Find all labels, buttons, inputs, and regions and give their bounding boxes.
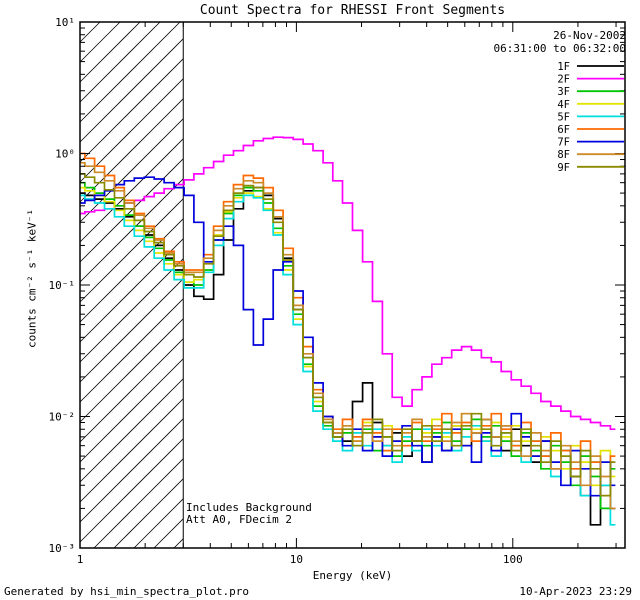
y-axis-label: counts cm⁻² s⁻¹ keV⁻¹ <box>25 208 39 349</box>
hatch-line <box>79 21 141 83</box>
hatch-line <box>173 538 184 549</box>
hatch-line <box>79 378 184 483</box>
legend-label-8F: 8F <box>557 149 570 161</box>
hatch-line <box>153 518 184 549</box>
footer-timestamp: 10-Apr-2023 23:29 <box>519 585 632 598</box>
y-tick-label: 10¹ <box>55 16 75 29</box>
hatch-line <box>79 198 184 303</box>
hatch-line <box>79 278 184 383</box>
y-tick-label: 10⁰ <box>55 148 75 161</box>
legend-label-5F: 5F <box>557 111 570 123</box>
legend-label-6F: 6F <box>557 124 570 136</box>
observation-time-range: 06:31:00 to 06:32:00 <box>493 42 626 55</box>
series-line-9F <box>80 173 616 497</box>
attenuator-note: Att A0, FDecim 2 <box>186 513 292 526</box>
hatch-line <box>79 38 184 143</box>
hatch-line <box>113 478 184 549</box>
hatch-line <box>79 78 184 183</box>
y-tick-label: 10⁻³ <box>49 542 76 555</box>
legend-label-7F: 7F <box>557 137 570 149</box>
legend-label-3F: 3F <box>557 86 570 98</box>
legend-label-9F: 9F <box>557 162 570 174</box>
y-tick-label: 10⁻² <box>49 411 76 424</box>
hatch-line <box>79 118 184 223</box>
footer-generator-text: Generated by hsi_min_spectra_plot.pro <box>4 585 250 598</box>
x-tick-label: 10 <box>290 553 303 566</box>
x-axis-label: Energy (keV) <box>313 569 392 582</box>
hatch-line <box>79 21 101 43</box>
hatch-line <box>79 158 184 263</box>
x-tick-label: 1 <box>77 553 84 566</box>
legend-label-4F: 4F <box>557 99 570 111</box>
hatch-line <box>79 21 161 103</box>
hatch-line <box>79 398 184 503</box>
hatch-line <box>79 178 184 283</box>
series-line-3F <box>80 181 616 510</box>
hatch-line <box>79 238 184 343</box>
series-line-1F <box>80 186 616 526</box>
hatch-line <box>79 298 184 403</box>
hatch-line <box>79 98 184 203</box>
hatch-line <box>79 338 184 443</box>
y-tick-label: 10⁻¹ <box>49 279 76 292</box>
hatch-line <box>79 21 121 63</box>
hatch-line <box>79 438 184 543</box>
hatch-line <box>79 358 184 463</box>
hatch-line <box>79 138 184 243</box>
hatch-line <box>93 458 184 549</box>
hatch-line <box>79 218 184 323</box>
page-title: Count Spectra for RHESSI Front Segments <box>199 3 506 18</box>
hatch-line <box>79 418 184 523</box>
hatch-line <box>79 258 184 363</box>
legend-label-2F: 2F <box>557 74 570 86</box>
series-line-6F <box>80 152 616 497</box>
series-line-2F <box>80 136 616 431</box>
series-line-5F <box>80 194 616 526</box>
hatch-line <box>133 498 184 549</box>
observation-date: 26-Nov-2002 <box>553 29 626 42</box>
hatch-line <box>79 21 181 123</box>
hatch-line <box>79 318 184 423</box>
x-tick-label: 100 <box>503 553 523 566</box>
hatch-line <box>79 58 184 163</box>
legend-label-1F: 1F <box>557 61 570 73</box>
series-line-7F <box>80 176 616 497</box>
background-note: Includes Background <box>186 501 312 514</box>
